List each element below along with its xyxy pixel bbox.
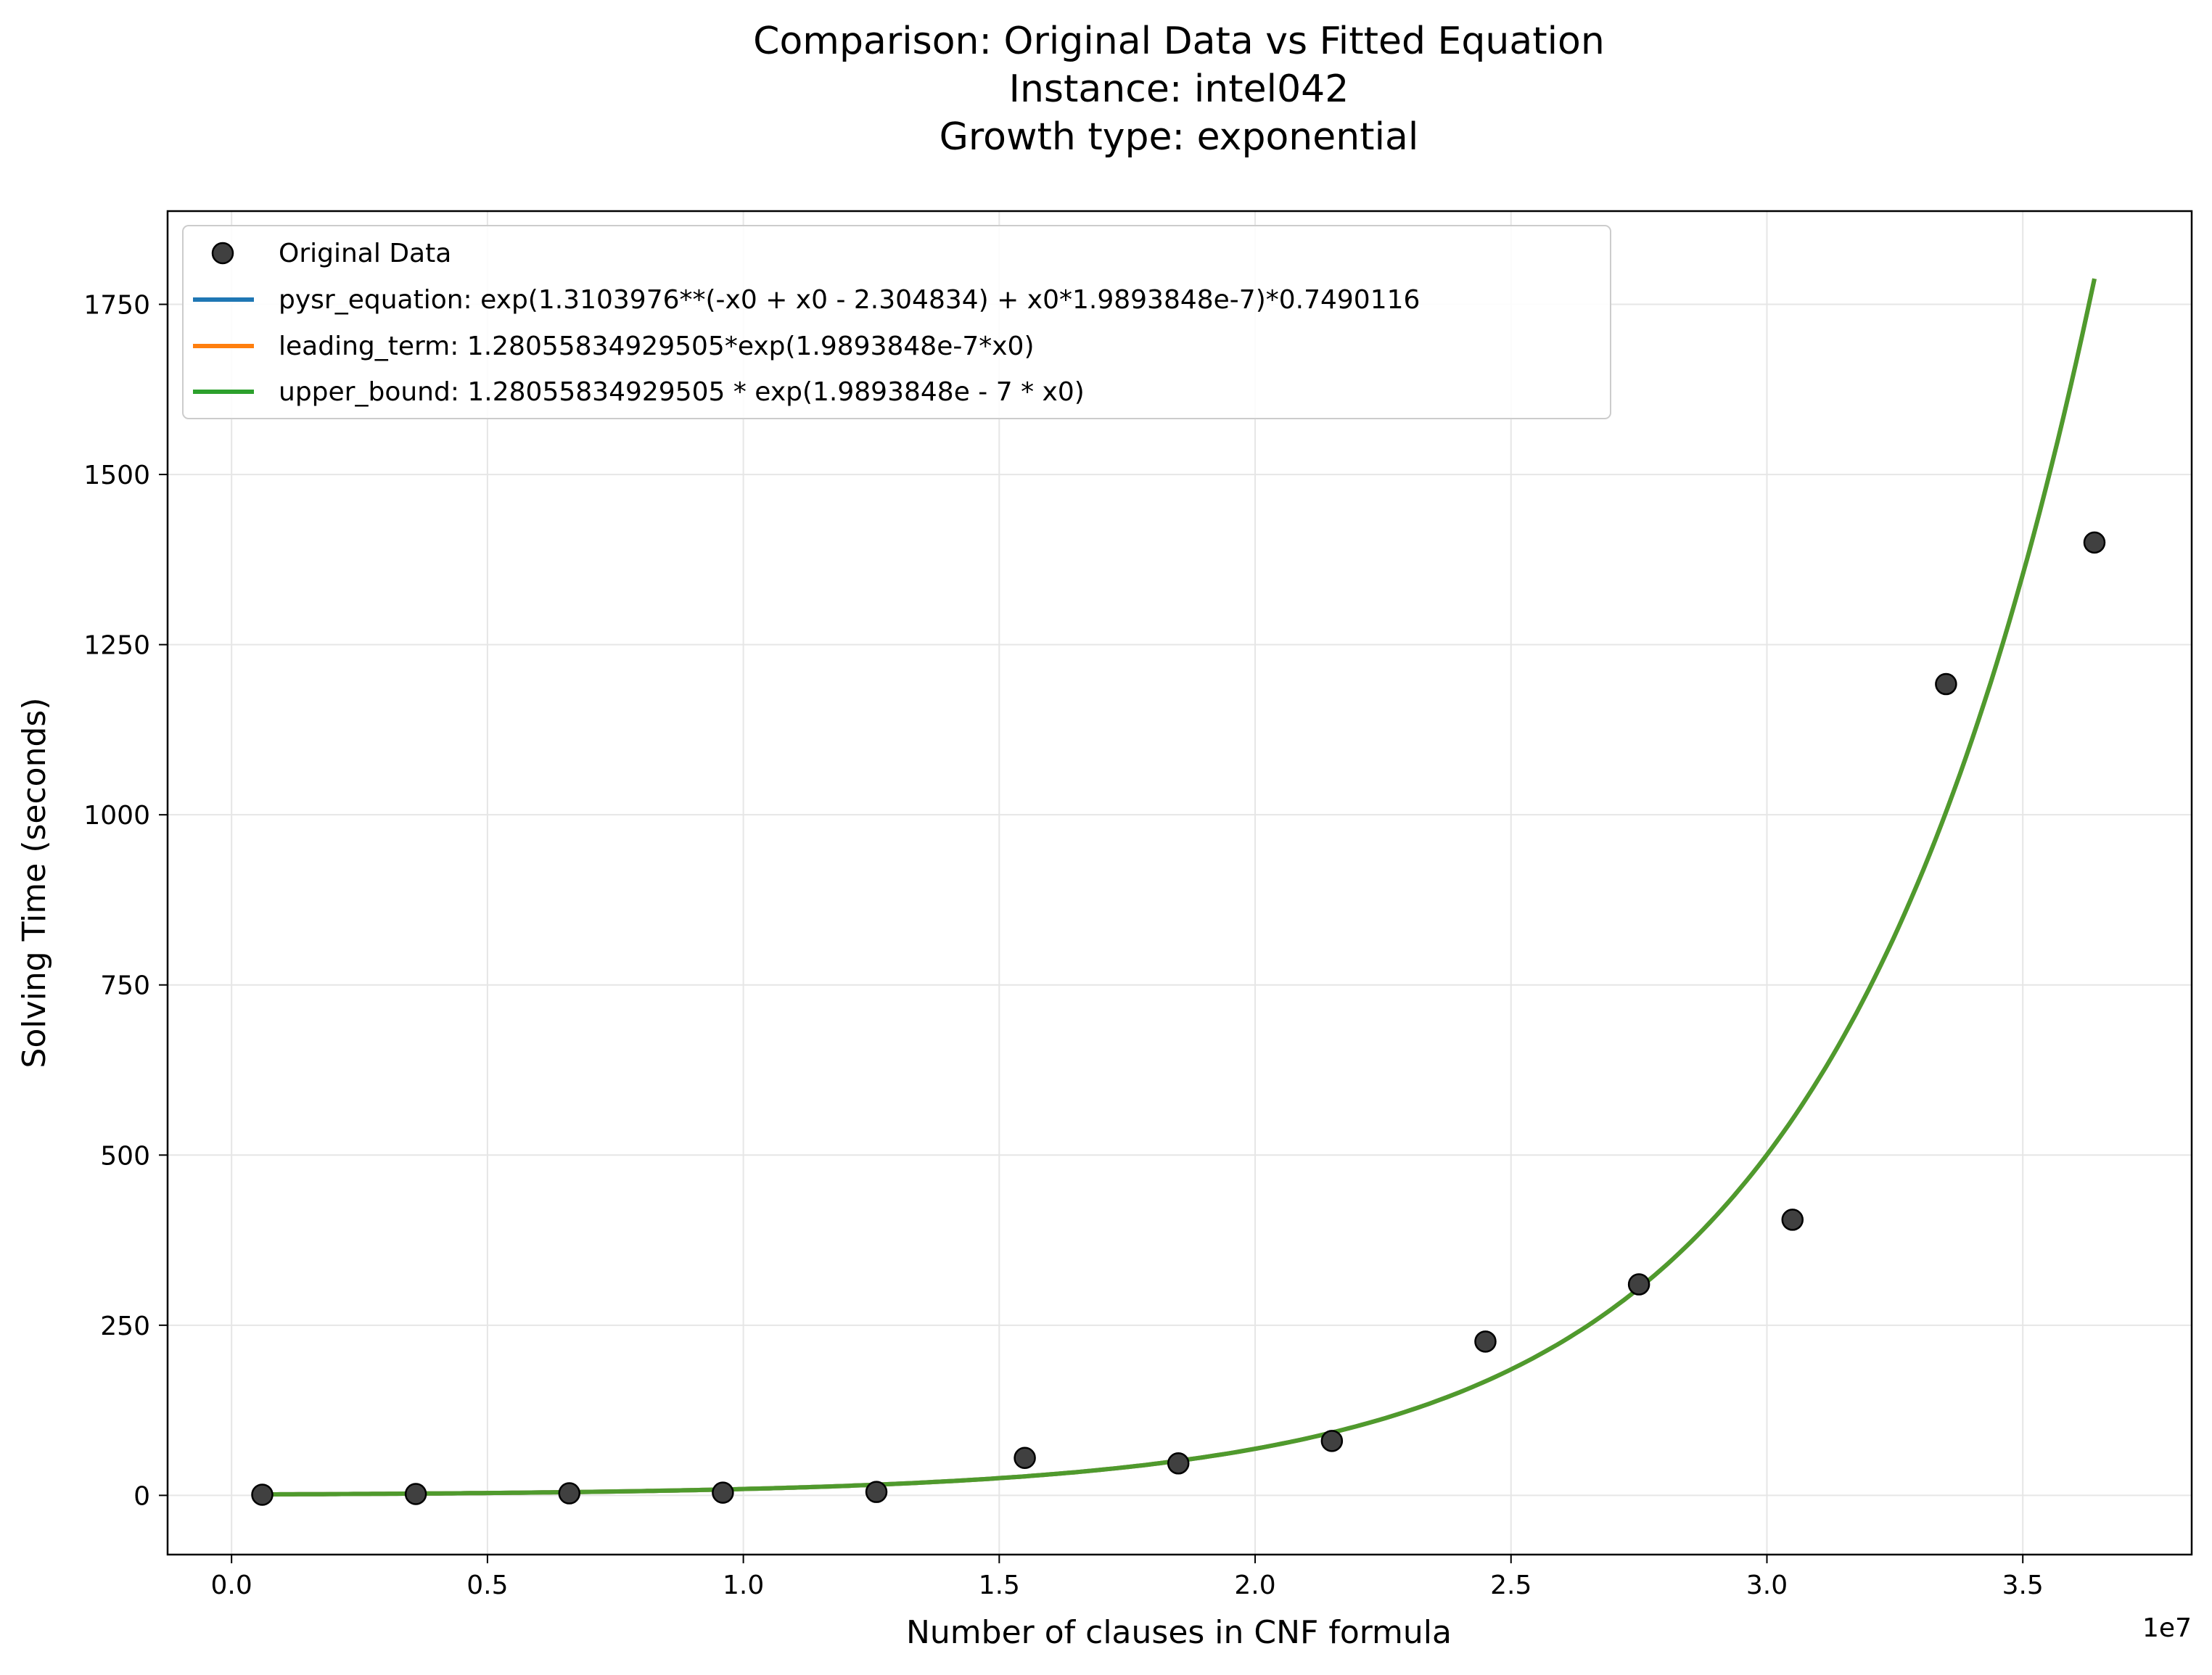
y-tick-label: 1500: [83, 461, 150, 490]
chart-title-line-3: Growth type: exponential: [940, 115, 1419, 159]
x-axis-offset-label: 1e7: [2142, 1613, 2192, 1643]
x-tick-label: 2.0: [1234, 1571, 1275, 1600]
chart-title-line-1: Comparison: Original Data vs Fitted Equa…: [753, 20, 1605, 63]
legend-label-upper-bound: upper_bound: 1.28055834929505 * exp(1.98…: [279, 377, 1085, 407]
legend-label-pysr-equation: pysr_equation: exp(1.3103976**(-x0 + x0 …: [279, 285, 1420, 315]
data-point: [404, 1483, 427, 1505]
x-tick-label: 0.5: [466, 1571, 508, 1600]
data-point: [1167, 1452, 1190, 1475]
x-tick-label: 1.5: [979, 1571, 1020, 1600]
data-point: [251, 1483, 274, 1506]
data-point: [1320, 1430, 1344, 1452]
x-tick-label: 3.0: [1746, 1571, 1788, 1600]
x-tick-label: 3.5: [2002, 1571, 2044, 1600]
x-tick-label: 0.0: [211, 1571, 252, 1600]
x-tick-label: 2.5: [1490, 1571, 1531, 1600]
y-tick-label: 1750: [83, 291, 150, 321]
y-tick-label: 1000: [83, 801, 150, 831]
y-tick-label: 0: [133, 1481, 150, 1511]
legend-frame: [182, 225, 1611, 419]
x-axis-label: Number of clauses in CNF formula: [906, 1614, 1452, 1651]
legend-marker-original-data: [211, 242, 234, 265]
data-point: [558, 1482, 581, 1505]
y-tick-label: 750: [100, 971, 150, 1001]
chart-title: Comparison: Original Data vs Fitted Equa…: [753, 20, 1605, 159]
x-axis-ticks: 0.0 0.5 1.0 1.5 2.0 2.5 3.0 3.5: [211, 1555, 2044, 1600]
data-point: [1627, 1273, 1650, 1296]
data-point: [1935, 672, 1957, 696]
data-point: [712, 1481, 734, 1504]
data-points: [251, 531, 2106, 1506]
x-tick-label: 1.0: [723, 1571, 764, 1600]
data-point: [865, 1481, 888, 1503]
y-tick-label: 1250: [83, 631, 150, 661]
legend-label-original-data: Original Data: [279, 239, 451, 268]
legend: Original Data pysr_equation: exp(1.31039…: [182, 225, 1611, 419]
chart-title-line-2: Instance: intel042: [1009, 67, 1349, 111]
y-tick-label: 500: [100, 1141, 150, 1171]
data-point: [1014, 1446, 1036, 1470]
y-axis-label: Solving Time (seconds): [16, 698, 53, 1069]
data-point: [1781, 1209, 1804, 1231]
data-point: [1474, 1330, 1497, 1353]
y-tick-label: 250: [100, 1312, 150, 1341]
grid: [168, 211, 2192, 1555]
y-axis-ticks: 0 250 500 750 1000 1250 1500 1750: [83, 291, 168, 1511]
plot-area-frame: [166, 210, 2193, 1556]
legend-label-leading-term: leading_term: 1.28055834929505*exp(1.989…: [279, 332, 1035, 361]
data-point: [2083, 531, 2106, 554]
